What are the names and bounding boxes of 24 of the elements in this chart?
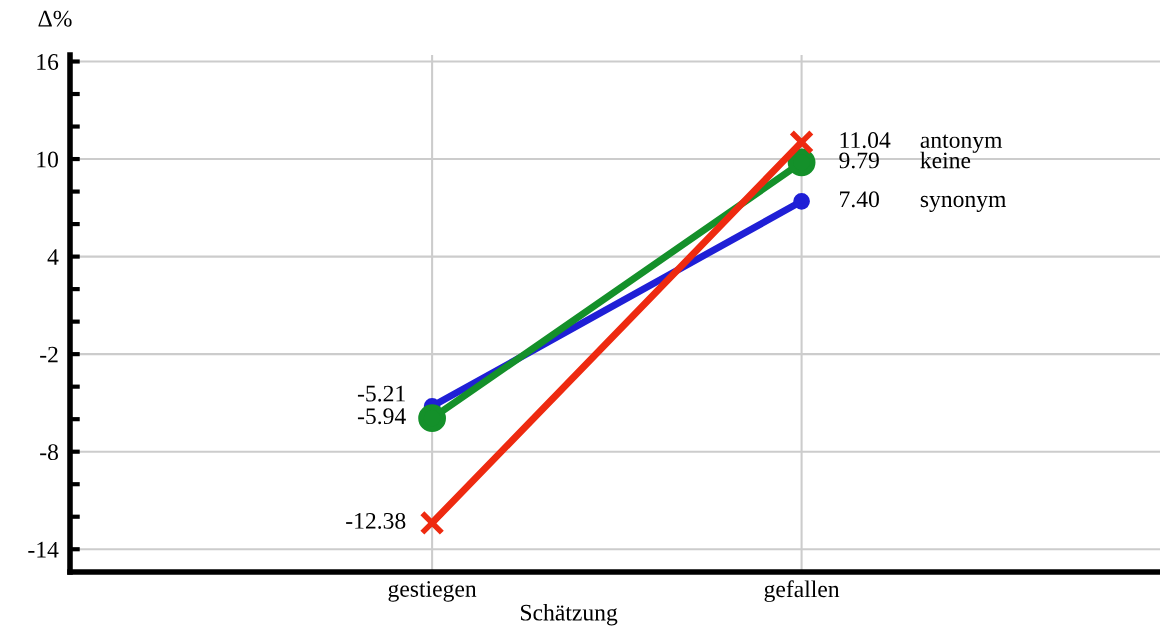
text: keine <box>920 151 971 169</box>
point <box>787 148 816 177</box>
point <box>418 404 446 433</box>
y-tick-label: -14 <box>28 541 59 558</box>
point <box>793 192 810 210</box>
point <box>419 510 445 536</box>
y-tick-label: -2 <box>40 346 58 363</box>
data-label: -5.21 <box>357 385 405 402</box>
data-label: 7.40 <box>840 191 879 208</box>
point <box>789 129 815 155</box>
x-tick-label: gestiegen <box>388 581 477 602</box>
data-label: -5.94 <box>357 408 406 425</box>
data-label: 11.04 <box>840 132 891 149</box>
y-tick-label: 16 <box>37 54 59 70</box>
y-axis-title: Δ% <box>38 10 72 27</box>
x-axis-title: Schätzung <box>521 604 618 626</box>
y-tick-label: -8 <box>40 444 58 461</box>
x-tick-label: gefallen <box>764 580 840 603</box>
text: synonym <box>920 195 1007 213</box>
data-label: 9.79 <box>839 152 879 169</box>
y-tick-label: 10 <box>37 151 58 168</box>
data-label: -12.38 <box>346 512 406 529</box>
y-tick-label: 4 <box>47 249 59 265</box>
text: antonym <box>920 134 1003 153</box>
